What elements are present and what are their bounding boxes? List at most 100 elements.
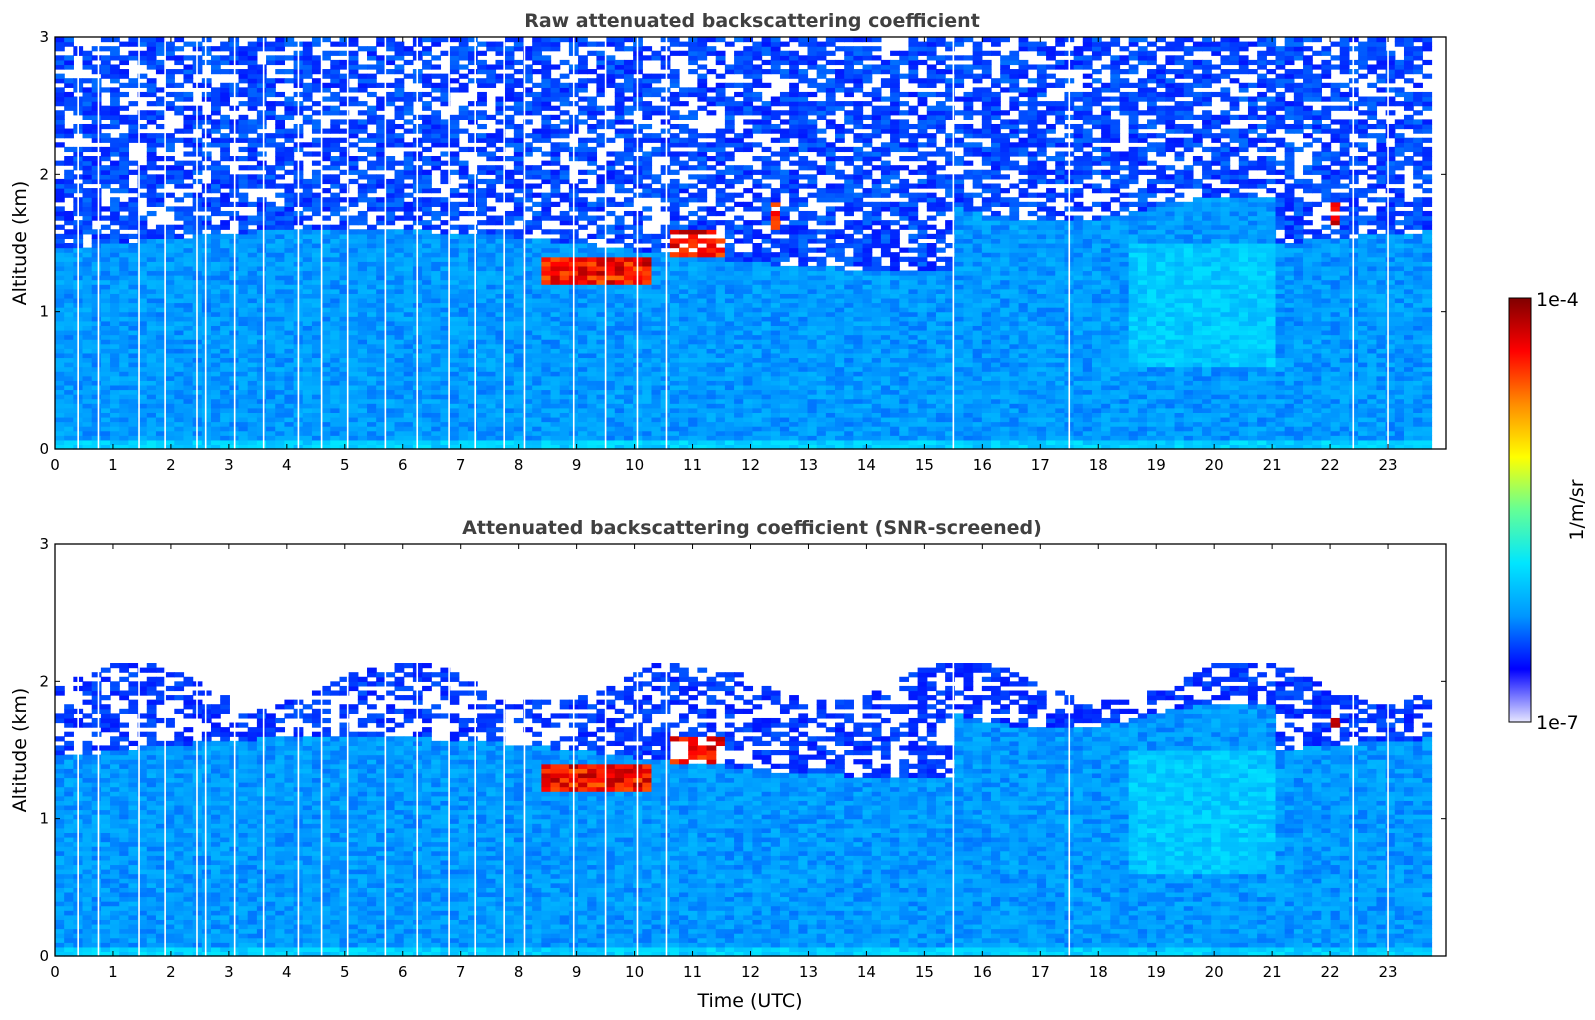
heatmap-cell: [422, 170, 432, 175]
heatmap-cell: [642, 431, 652, 436]
heatmap-cell: [183, 380, 193, 385]
heatmap-cell: [174, 275, 184, 280]
heatmap-cell: [147, 389, 157, 394]
heatmap-cell: [615, 229, 625, 234]
heatmap-cell: [532, 257, 542, 262]
heatmap-cell: [147, 289, 157, 294]
heatmap-cell: [349, 399, 359, 404]
heatmap-cell: [330, 248, 340, 253]
heatmap-cell: [505, 229, 515, 234]
heatmap-cell: [156, 408, 166, 413]
heatmap-cell: [165, 348, 175, 353]
heatmap-cell: [211, 399, 221, 404]
heatmap-cell: [560, 165, 570, 170]
heatmap-cell: [468, 321, 478, 326]
heatmap-cell: [101, 403, 111, 408]
heatmap-cell: [257, 238, 267, 243]
heatmap-cell: [330, 60, 340, 65]
heatmap-cell: [431, 197, 441, 202]
heatmap-cell: [349, 270, 359, 275]
heatmap-cell: [110, 46, 120, 51]
heatmap-cell: [275, 266, 285, 271]
heatmap-cell: [514, 151, 524, 156]
heatmap-cell: [651, 307, 661, 312]
heatmap-cell: [284, 371, 294, 376]
heatmap-cell: [266, 55, 276, 60]
heatmap-cell: [624, 151, 634, 156]
heatmap-cell: [661, 97, 671, 102]
heatmap-cell: [110, 261, 120, 266]
heatmap-cell: [239, 234, 249, 239]
heatmap-cell: [101, 238, 111, 243]
heatmap-cell: [486, 312, 496, 317]
heatmap-cell: [514, 92, 524, 97]
heatmap-cell: [385, 257, 395, 262]
heatmap-cell: [505, 284, 515, 289]
heatmap-cell: [248, 42, 258, 47]
heatmap-cell: [431, 325, 441, 330]
heatmap-cell: [486, 46, 496, 51]
heatmap-cell: [128, 83, 138, 88]
heatmap-cell: [404, 399, 414, 404]
heatmap-cell: [312, 119, 322, 124]
heatmap-cell: [266, 344, 276, 349]
heatmap-cell: [532, 399, 542, 404]
heatmap-cell: [257, 138, 267, 143]
heatmap-cell: [156, 403, 166, 408]
heatmap-cell: [220, 422, 230, 427]
heatmap-cell: [312, 202, 322, 207]
heatmap-cell: [83, 307, 93, 312]
heatmap-cell: [477, 312, 487, 317]
heatmap-cell: [477, 124, 487, 129]
heatmap-cell: [642, 380, 652, 385]
heatmap-cell: [606, 225, 616, 230]
heatmap-cell: [128, 261, 138, 266]
heatmap-cell: [422, 129, 432, 134]
heatmap-cell: [174, 174, 184, 179]
heatmap-cell: [385, 220, 395, 225]
heatmap-cell: [477, 64, 487, 69]
heatmap-cell: [670, 389, 680, 394]
heatmap-cell: [541, 316, 551, 321]
heatmap-cell: [459, 321, 469, 326]
heatmap-cell: [92, 211, 102, 216]
heatmap-cell: [183, 422, 193, 427]
heatmap-cell: [174, 293, 184, 298]
heatmap-cell: [330, 51, 340, 56]
heatmap-cell: [211, 376, 221, 381]
heatmap-cell: [183, 325, 193, 330]
heatmap-cell: [55, 293, 65, 298]
heatmap-cell: [83, 252, 93, 257]
heatmap-cell: [661, 229, 671, 234]
heatmap-cell: [101, 339, 111, 344]
heatmap-cell: [183, 280, 193, 285]
heatmap-cell: [358, 362, 368, 367]
heatmap-cell: [505, 412, 515, 417]
heatmap-cell: [266, 371, 276, 376]
heatmap-cell: [358, 243, 368, 248]
heatmap-cell: [83, 362, 93, 367]
heatmap-cell: [128, 371, 138, 376]
heatmap-cell: [532, 101, 542, 106]
heatmap-cell: [239, 220, 249, 225]
heatmap-cell: [83, 216, 93, 221]
heatmap-cell: [220, 344, 230, 349]
heatmap-cell: [202, 440, 212, 445]
heatmap-cell: [266, 248, 276, 253]
heatmap-cell: [404, 380, 414, 385]
heatmap-cell: [468, 440, 478, 445]
heatmap-cell: [128, 394, 138, 399]
heatmap-cell: [266, 298, 276, 303]
heatmap-cell: [303, 399, 313, 404]
heatmap-cell: [92, 270, 102, 275]
heatmap-cell: [174, 321, 184, 326]
heatmap-cell: [330, 275, 340, 280]
heatmap-cell: [651, 412, 661, 417]
heatmap-cell: [266, 289, 276, 294]
heatmap-cell: [450, 367, 460, 372]
heatmap-cell: [83, 188, 93, 193]
heatmap-cell: [284, 216, 294, 221]
heatmap-cell: [468, 339, 478, 344]
heatmap-cell: [92, 97, 102, 102]
heatmap-cell: [615, 257, 625, 262]
